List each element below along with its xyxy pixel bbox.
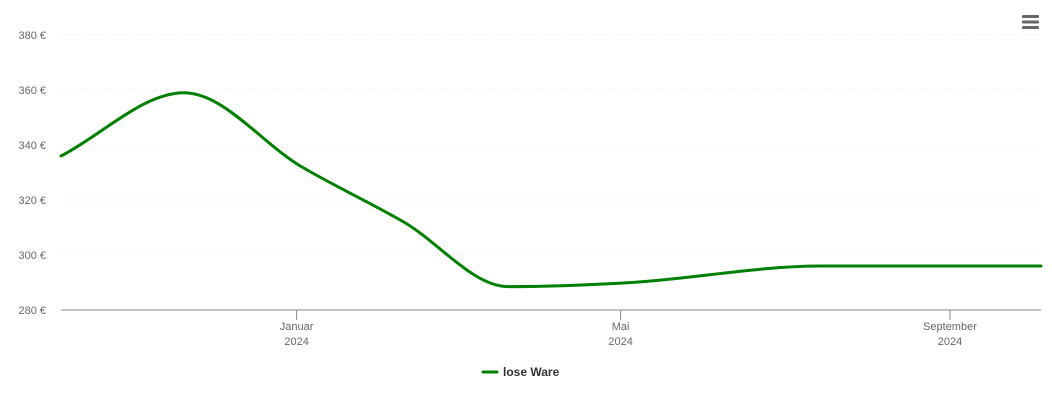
y-tick-label: 340 € [18,140,46,152]
series-layer [59,91,1043,289]
x-tick-label-month: Januar [280,321,314,333]
y-axis-tick-labels: 280 € 300 € 320 € 340 € 360 € 380 € [18,30,46,317]
series-line [59,91,1043,289]
x-tick-label-year: 2024 [608,336,632,348]
hamburger-menu-icon[interactable] [1021,14,1039,30]
y-tick-label: 360 € [18,85,46,97]
y-tick-label: 320 € [18,195,46,207]
grid-lines [61,34,1041,256]
x-tick-label-year: 2024 [938,336,962,348]
y-tick-label: 380 € [18,30,46,42]
y-tick-label: 280 € [18,305,46,317]
x-tick-label-month: Mai [612,321,630,333]
x-axis-ticks: Januar 2024 Mai 2024 September 2024 [280,310,977,348]
legend[interactable]: lose Ware [481,365,560,379]
legend-item-label[interactable]: lose Ware [503,365,560,379]
x-tick-label-year: 2024 [284,336,308,348]
x-tick-label-month: September [923,321,977,333]
y-tick-label: 300 € [18,250,46,262]
